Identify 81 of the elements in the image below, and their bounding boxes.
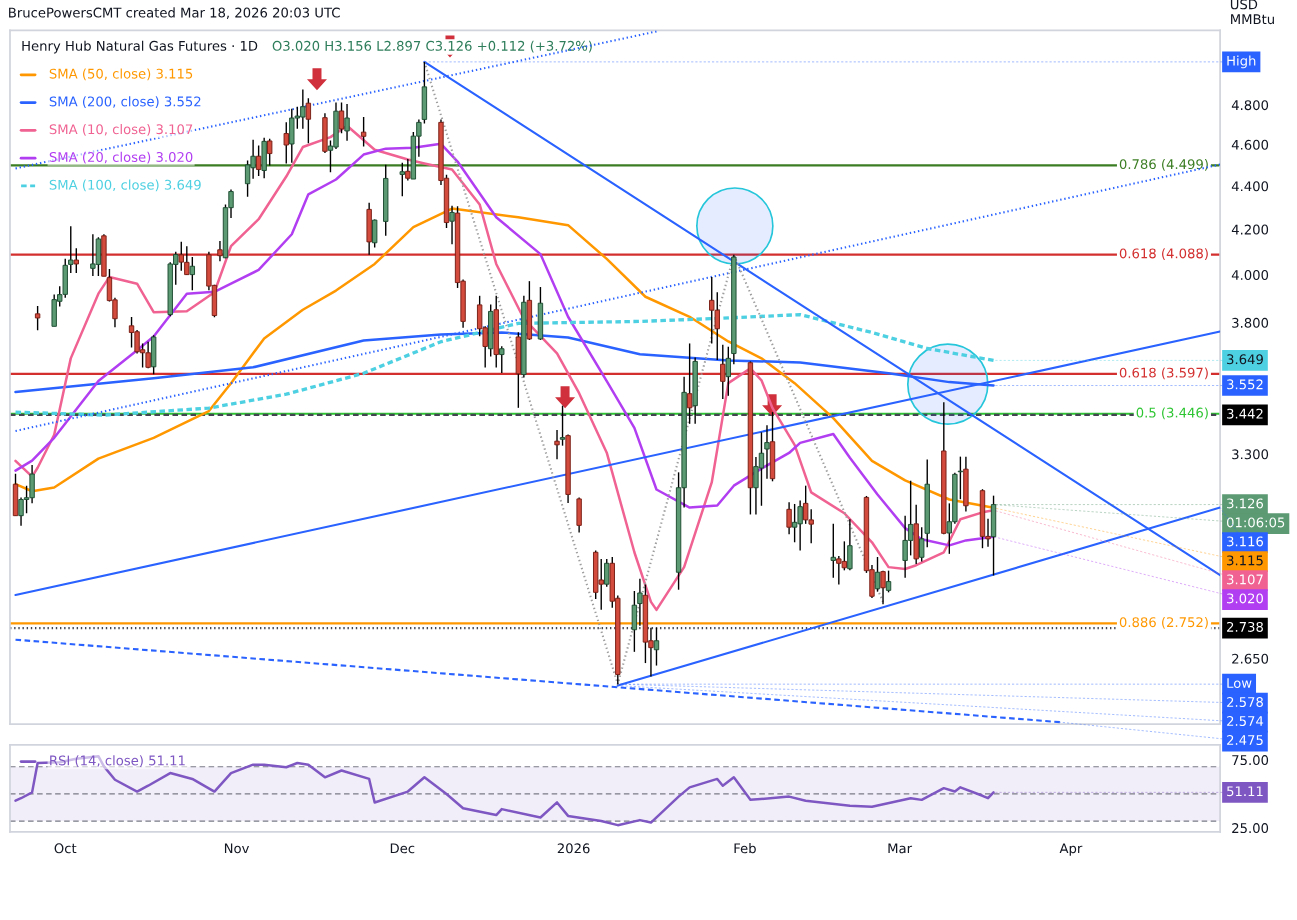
x-tick-label: Nov [224, 843, 250, 854]
x-tick-label: Feb [734, 843, 756, 854]
text: BrucePowersCMT created Mar 18, 2026 20:03 UTC [9, 7, 340, 19]
annotation: 51.11 [1227, 786, 1263, 797]
candlestick [885, 569, 892, 594]
y-axis-title: USD MMBtu [1230, 0, 1274, 25]
legend-label: RSI (14, close) 51.11 [50, 755, 185, 767]
ref-line-label: 3.442 [1227, 408, 1263, 419]
annotation: 3.126 [1227, 498, 1264, 509]
y-tick-label: 3.300 [1232, 449, 1269, 460]
candlestick [764, 424, 770, 480]
candlestick [653, 627, 660, 667]
x-tick-label: Apr [1059, 843, 1083, 856]
ref-line-label: 2.738 [1227, 621, 1263, 632]
candlestick [338, 101, 345, 135]
annotation: High [1227, 55, 1256, 69]
annotation: 01:06:05 [1226, 517, 1285, 528]
annotation: 3.116 [1227, 536, 1264, 547]
candlestick [604, 558, 610, 588]
annotation: 3.115 [1227, 555, 1263, 566]
candlestick [34, 305, 41, 331]
ref-line-label: 0.786 (4.499) [1119, 158, 1208, 171]
candlestick [405, 158, 411, 182]
candlestick [255, 144, 262, 177]
x-tick-label: Oct [54, 843, 77, 854]
x-tick-label: Dec [390, 843, 415, 854]
candlestick [344, 103, 350, 142]
candlestick [830, 523, 836, 579]
candlestick [880, 569, 886, 605]
y-tick-label: 25.00 [1232, 823, 1269, 834]
x-tick-label: 2026 [557, 843, 590, 854]
candlestick [554, 429, 560, 460]
candlestick [283, 121, 289, 165]
x-tick-label: Mar [888, 843, 913, 854]
candlestick [189, 256, 196, 292]
legend-label: SMA (20, close) 3.020 [49, 151, 193, 164]
candlestick [874, 556, 881, 593]
ref-line-label: 0.5 (3.446) [1136, 407, 1208, 420]
y-tick-label: 4.800 [1231, 100, 1269, 111]
annotation: 2.578 [1227, 697, 1263, 707]
candlestick [73, 247, 79, 274]
y-tick-label: 2.650 [1232, 653, 1269, 664]
candlestick [371, 218, 378, 249]
ref-line-label: 0.618 (3.597) [1119, 367, 1208, 380]
candlestick [637, 577, 643, 627]
ref-line-label: 0.886 (2.752) [1119, 616, 1208, 629]
legend-label: SMA (10, close) 3.107 [49, 123, 193, 136]
annotation: Low [1227, 678, 1252, 688]
legend-label: SMA (100, close) 3.649 [49, 179, 201, 192]
candlestick [305, 97, 312, 144]
y-tick-label: 75.00 [1232, 755, 1269, 766]
annotation: 3.649 [1227, 354, 1263, 365]
line-series [423, 60, 885, 686]
annotation: 3.020 [1227, 593, 1263, 604]
candlestick [720, 344, 726, 400]
candlestick [919, 526, 925, 563]
legend-label: SMA (200, close) 3.552 [49, 96, 201, 108]
annotation: 2.475 [1227, 735, 1263, 745]
candlestick [686, 342, 693, 425]
y-tick-label: 4.000 [1231, 270, 1269, 281]
candlestick [217, 240, 223, 262]
candlestick [847, 518, 853, 572]
ref-line-label: 0.618 (4.088) [1119, 248, 1208, 260]
candlestick [68, 225, 74, 274]
annotation: 3.552 [1227, 379, 1263, 390]
annotation: 2.574 [1227, 716, 1264, 726]
y-tick-label: 4.600 [1231, 139, 1269, 150]
text: Henry Hub Natural Gas Futures · 1D [22, 40, 258, 54]
candlestick [559, 404, 566, 447]
legend-label: SMA (50, close) 3.115 [49, 68, 193, 81]
y-tick-label: 4.400 [1231, 181, 1269, 192]
candlestick [360, 116, 367, 148]
y-tick-label: 3.800 [1232, 317, 1269, 328]
y-tick-label: 4.200 [1231, 224, 1269, 235]
candlestick [499, 345, 505, 374]
candlestick [399, 162, 405, 197]
candlestick [266, 138, 273, 167]
candlestick [725, 346, 732, 397]
annotation: 3.107 [1227, 574, 1263, 585]
candlestick [786, 501, 792, 535]
candlestick [449, 205, 455, 245]
